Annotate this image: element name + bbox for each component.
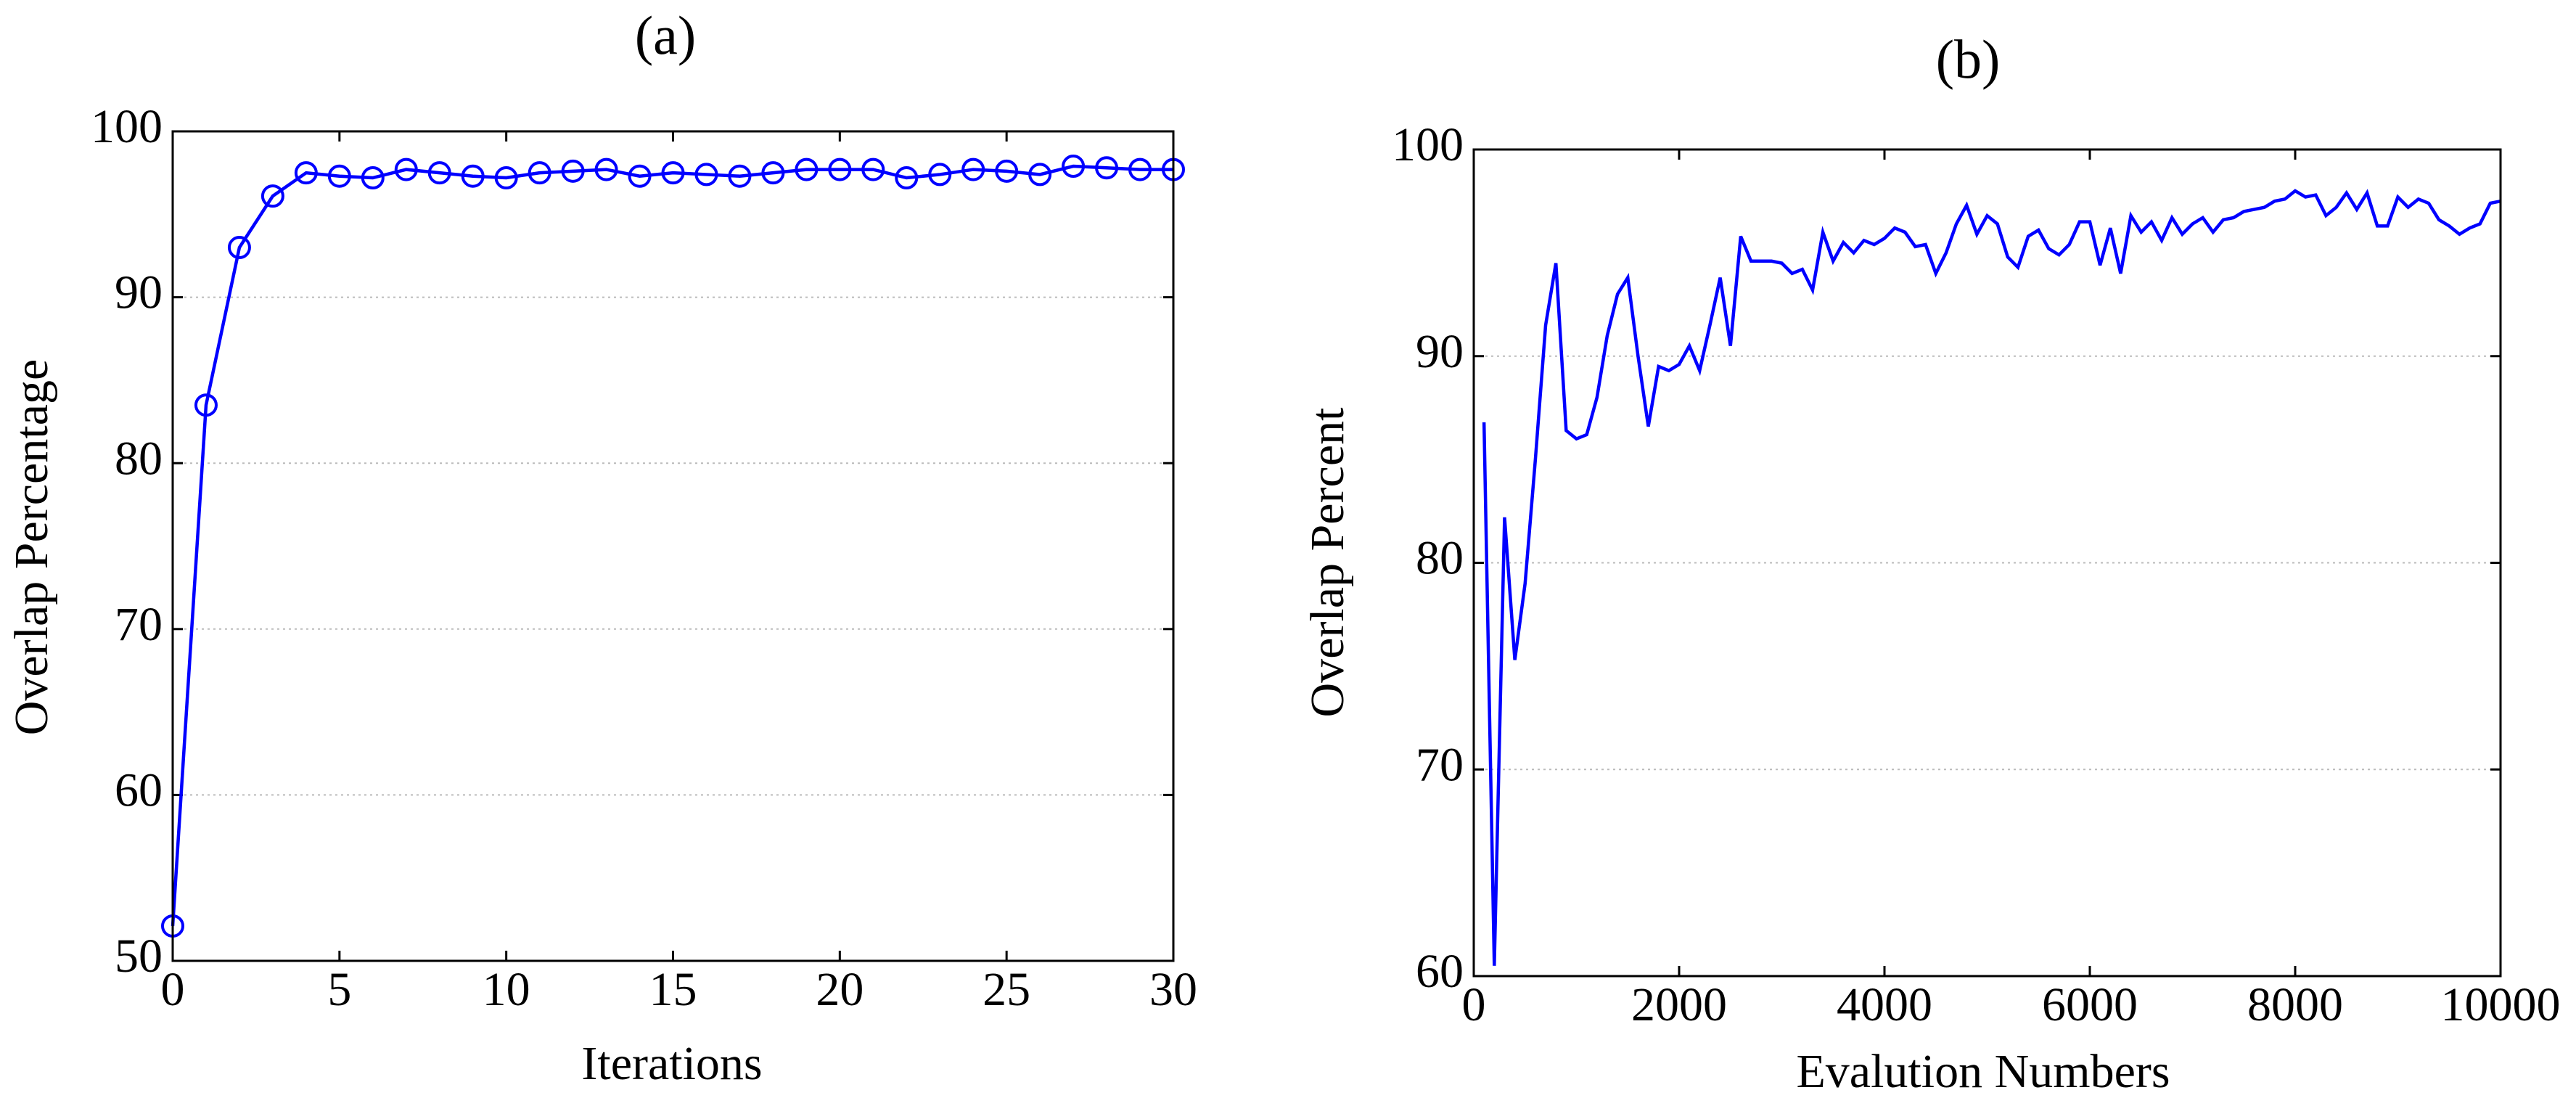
x-tick-label: 15 <box>649 963 697 1016</box>
y-tick-label: 100 <box>91 100 163 153</box>
x-tick-label: 0 <box>1462 978 1486 1031</box>
y-tick-label: 100 <box>1392 118 1464 171</box>
axes-box <box>171 130 1175 962</box>
y-tick-label: 70 <box>1416 738 1464 791</box>
x-tick-label: 8000 <box>2247 978 2343 1031</box>
y-axis-label: Overlap Percent <box>1301 408 1354 718</box>
data-point <box>661 161 685 185</box>
data-point <box>427 161 451 185</box>
x-tick-label: 0 <box>161 963 185 1016</box>
data-point <box>361 166 385 190</box>
y-tick-label: 60 <box>1416 945 1464 998</box>
y-tick-label: 70 <box>115 598 163 651</box>
chart-title: (b) <box>1936 29 2001 90</box>
plot-area <box>173 131 1173 961</box>
data-point <box>761 161 785 185</box>
x-axis-label: Evalution Numbers <box>1796 1045 2170 1098</box>
data-point <box>795 157 819 181</box>
data-point <box>828 157 852 181</box>
data-point <box>1062 155 1086 179</box>
data-point <box>861 157 885 181</box>
data-point <box>1028 163 1052 187</box>
plot-area <box>1474 149 2501 976</box>
data-point <box>895 166 919 190</box>
data-point <box>694 163 718 187</box>
data-point <box>1128 157 1152 181</box>
y-tick-label: 80 <box>115 432 163 485</box>
data-point <box>995 159 1019 183</box>
x-tick-label: 4000 <box>1837 978 1932 1031</box>
data-line <box>1482 189 2501 966</box>
data-point <box>594 157 618 181</box>
data-point <box>227 236 251 260</box>
axes-box <box>1472 148 2502 978</box>
data-point <box>294 161 318 185</box>
y-tick-label: 90 <box>115 266 163 319</box>
data-point <box>728 164 752 188</box>
x-axis-label: Iterations <box>581 1037 762 1090</box>
y-tick-label: 60 <box>115 764 163 817</box>
data-point <box>528 161 551 185</box>
data-point <box>194 393 218 417</box>
data-point <box>928 163 952 187</box>
data-point <box>561 159 585 183</box>
data-point <box>961 157 985 181</box>
data-line <box>171 164 1173 927</box>
data-point <box>628 164 652 188</box>
x-tick-label: 10000 <box>2441 978 2561 1031</box>
data-point <box>1095 156 1119 180</box>
data-point <box>394 157 418 181</box>
y-tick-label: 80 <box>1416 532 1464 585</box>
data-point <box>261 184 284 208</box>
x-tick-label: 25 <box>983 963 1030 1016</box>
data-point <box>494 166 518 190</box>
x-tick-label: 20 <box>816 963 864 1016</box>
data-point <box>327 164 351 188</box>
x-tick-label: 5 <box>327 963 351 1016</box>
y-axis-label: Overlap Percentage <box>5 359 58 736</box>
y-tick-label: 50 <box>115 930 163 983</box>
x-tick-label: 30 <box>1149 963 1197 1016</box>
x-tick-label: 10 <box>483 963 530 1016</box>
chart-title: (a) <box>635 5 696 66</box>
x-tick-label: 2000 <box>1631 978 1727 1031</box>
data-point <box>461 164 485 188</box>
x-tick-label: 6000 <box>2042 978 2138 1031</box>
y-tick-label: 90 <box>1416 325 1464 378</box>
